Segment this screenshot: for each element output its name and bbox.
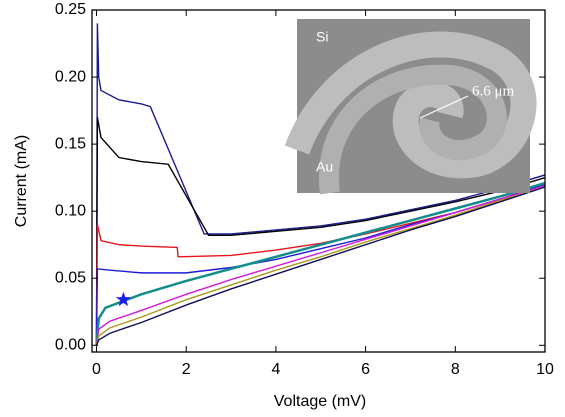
y-tick-label: 0.10: [55, 202, 86, 219]
x-tick-label: 0: [92, 361, 101, 378]
y-tick-label: 0.15: [55, 135, 86, 152]
spiral-arm: [318, 64, 507, 195]
plot-frame: [91, 9, 546, 353]
x-tick-label: 10: [536, 361, 554, 378]
line-series: [95, 23, 545, 346]
inset-image: Si Au 6.6 μm: [284, 19, 537, 195]
inset-scale: 6.6 μm: [472, 83, 515, 99]
inset-label: Si: [316, 29, 328, 45]
line-series: [95, 186, 545, 346]
y-tick-label: 0.20: [55, 68, 86, 85]
y-tick-label: 0.05: [55, 269, 86, 286]
line-series: [95, 186, 545, 346]
scale-line: [419, 95, 469, 119]
line-series: [95, 181, 545, 346]
y-tick-label: 0.00: [55, 337, 86, 354]
x-tick-label: 2: [182, 361, 191, 378]
y-axis-label: Current (mA): [13, 135, 30, 227]
y-tick-label: 0.25: [55, 1, 86, 18]
line-series: [95, 185, 545, 346]
line-series: [95, 117, 545, 346]
x-tick-label: 4: [271, 361, 280, 378]
plot-area: [95, 23, 545, 346]
spiral-arm: [284, 31, 537, 179]
star-marker: [115, 291, 132, 307]
x-tick-label: 8: [451, 361, 460, 378]
x-tick-label: 6: [361, 361, 370, 378]
x-axis-label: Voltage (mV): [274, 393, 366, 410]
inset-label: Au: [316, 159, 333, 175]
